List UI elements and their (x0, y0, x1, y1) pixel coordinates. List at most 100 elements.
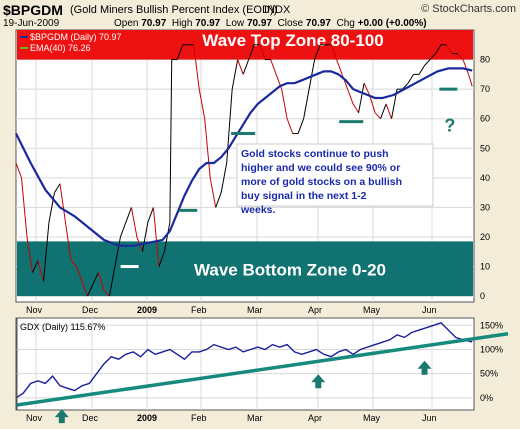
y-tick-label: 70 (480, 84, 490, 94)
bp-series-segment (48, 192, 55, 223)
bp-series-segment (81, 281, 88, 297)
question-mark: ? (444, 116, 455, 136)
annotation-box (236, 143, 434, 207)
bp-series-segment (119, 221, 127, 238)
bp-series-segment (358, 83, 365, 113)
bp-series-segment (303, 89, 310, 119)
bp-series-segment (193, 44, 200, 90)
bp-series-segment (330, 44, 338, 60)
x-tick-label: Jun (422, 305, 437, 315)
x-tick-label: Apr (308, 305, 322, 315)
gdx-x-tick-label: Apr (308, 413, 322, 423)
bp-series-segment (114, 236, 121, 267)
bp-series-segment (308, 59, 316, 90)
bottom-zone-band (17, 241, 473, 297)
gdx-support-arrow (54, 409, 69, 424)
bp-series-segment (402, 82, 409, 90)
chg-label: Chg (336, 18, 355, 29)
close-label: Close (277, 18, 304, 29)
bp-series-segment (457, 53, 464, 60)
exchange: INDX (264, 4, 291, 16)
gdx-support-arrow (311, 374, 326, 389)
bp-series-segment (97, 272, 105, 291)
annotation-line: Gold stocks continue to push (241, 148, 389, 160)
bp-series-segment (237, 59, 244, 75)
bp-series-segment (125, 207, 132, 223)
gdx-trendline (15, 332, 509, 407)
gdx-y-tick-label: 50% (480, 369, 498, 379)
bp-series-segment (20, 177, 28, 238)
ema-40-line (15, 67, 473, 247)
annotation-line: weeks. (240, 204, 276, 216)
y-tick-label: 40 (480, 173, 490, 183)
low-label: Low (225, 18, 245, 29)
bp-series-segment (26, 236, 33, 273)
x-tick-label: 2009 (137, 305, 157, 315)
gdx-x-tick-label: Dec (82, 413, 99, 423)
bp-series-segment (270, 59, 277, 75)
y-tick-label: 10 (480, 262, 490, 272)
gdx-x-tick-label: May (363, 413, 381, 423)
bp-series-segment (336, 59, 343, 75)
bp-series-segment (429, 53, 436, 60)
symbol-name: (Gold Miners Bullish Percent Index (EOD)… (70, 4, 278, 16)
x-tick-label: May (363, 305, 381, 315)
bp-series-segment (15, 162, 22, 179)
top-zone-band (17, 30, 473, 60)
gdx-support-arrow (417, 360, 432, 375)
x-tick-label: Mar (247, 305, 263, 315)
gdx-x-tick-label: Nov (26, 413, 43, 423)
low-value: 70.97 (246, 18, 272, 29)
x-tick-label: Nov (26, 305, 43, 315)
bp-series-segment (286, 118, 294, 134)
bp-series-segment (347, 88, 354, 105)
bp-series-segment (130, 207, 138, 238)
bp-series-segment (209, 177, 217, 208)
quote-date: 19-Jun-2009 (3, 18, 60, 29)
bp-series-segment (374, 112, 381, 120)
top-zone-label: Wave Top Zone 80-100 (202, 31, 383, 50)
bp-series-segment (42, 222, 50, 282)
y-tick-label: 30 (480, 202, 490, 212)
legend-bp: $BPGDM (Daily) 70.97 (30, 32, 122, 42)
bp-series-segment (220, 162, 228, 193)
bp-series-segment (204, 118, 211, 178)
chart-header: $BPGDM (Gold Miners Bullish Percent Inde… (0, 0, 520, 30)
bp-series-segment (314, 44, 321, 60)
bp-series-segment (418, 65, 425, 75)
y-tick-label: 80 (480, 55, 490, 65)
bp-series-segment (103, 289, 110, 297)
bp-series-segment (462, 59, 469, 75)
gdx-x-tick-label: 2009 (137, 413, 157, 423)
y-tick-label: 20 (480, 232, 490, 242)
bp-series-segment (176, 44, 184, 60)
bp-series-segment (297, 118, 305, 134)
bp-series-segment (281, 89, 288, 119)
annotation-text: Gold stocks continue to push higher and w… (240, 148, 402, 216)
bp-series-segment (259, 44, 266, 60)
gdx-y-tick-label: 0% (480, 393, 493, 403)
bp-series-segment (198, 89, 206, 119)
bp-series-segment (435, 44, 442, 54)
support-marker (439, 87, 458, 91)
bp-series-segment (64, 222, 72, 261)
bp-series-segment (75, 266, 83, 282)
bp-series-segment (424, 59, 431, 66)
support-marker (120, 265, 139, 269)
bp-series-segment (92, 272, 99, 285)
gdx-y-tick-label: 150% (480, 320, 503, 330)
gdx-line (15, 321, 473, 399)
bp-series-segment (32, 260, 39, 273)
gdx-legend: GDX (Daily) 115.67% (20, 322, 105, 332)
brand-logo: © StockCharts.com (421, 3, 516, 15)
legend-ema: EMA(40) 76.26 (30, 43, 91, 53)
x-tick-label: Feb (191, 305, 207, 315)
bp-series-segment (163, 222, 171, 252)
annotation-line: buy signal in the next 1-2 (241, 190, 367, 202)
bp-series-segment (141, 222, 149, 252)
bp-series-segment (352, 103, 360, 114)
y-tick-label: 0 (480, 291, 485, 301)
close-value: 70.97 (305, 18, 331, 29)
bp-series-segment (446, 44, 453, 54)
support-marker (231, 131, 256, 135)
